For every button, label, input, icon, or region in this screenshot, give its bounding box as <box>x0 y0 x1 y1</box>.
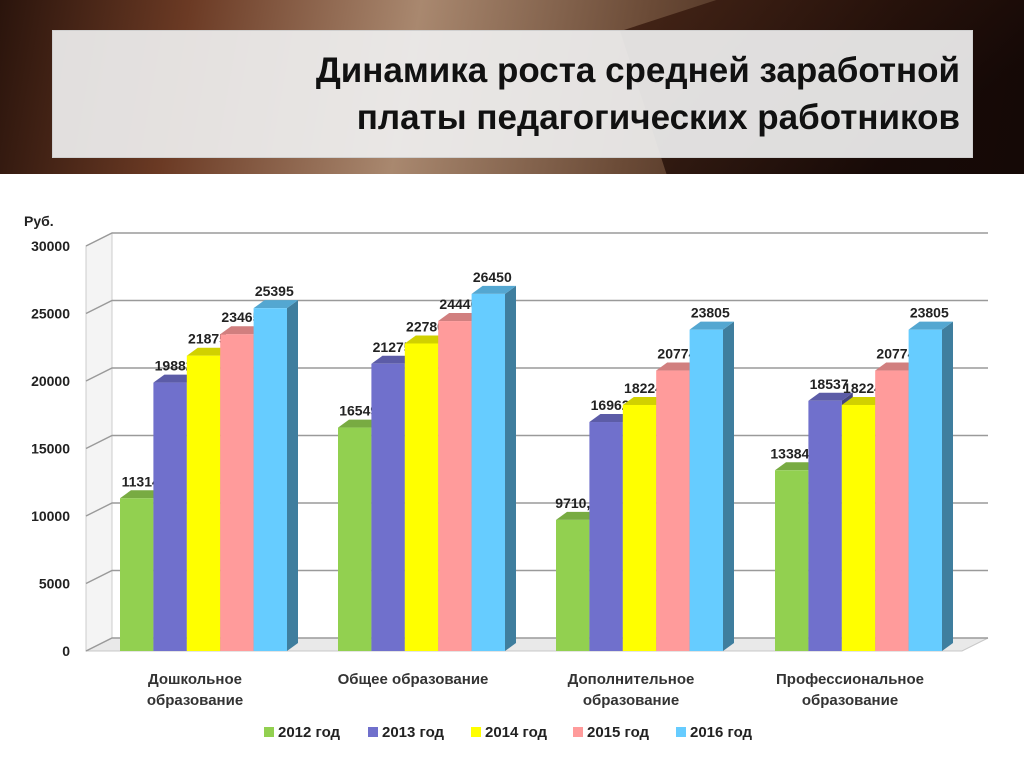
gridline <box>85 232 988 247</box>
bar-top <box>438 313 483 322</box>
category-label: Профессиональное <box>776 671 924 688</box>
y-tick-label: 25000 <box>31 306 70 322</box>
bar-value-label: 16962 <box>591 397 630 413</box>
bar-top <box>589 414 634 423</box>
bar-value-label: 19882 <box>155 358 194 374</box>
bar-value-label: 21875 <box>188 331 227 347</box>
y-tick-label: 10000 <box>31 508 70 524</box>
bar-top <box>153 374 198 383</box>
legend-label: 2015 год <box>587 724 650 741</box>
bar-value-label: 21275 <box>373 339 412 355</box>
bar-value-label: 22780 <box>406 318 445 334</box>
bar <box>120 498 154 651</box>
bar <box>589 422 623 651</box>
bar-top <box>841 396 887 405</box>
bar <box>841 404 876 651</box>
title-line-2: платы педагогических работников <box>356 98 960 137</box>
bar <box>220 334 254 651</box>
bar-top <box>471 285 516 294</box>
legend-swatch <box>676 727 686 737</box>
bar-value-label: 20774 <box>657 346 696 362</box>
legend-label: 2013 год <box>382 724 445 741</box>
bar-side <box>942 321 953 651</box>
bar-value-label: 23465 <box>221 309 260 325</box>
bar <box>689 329 723 651</box>
category-label: Общее образование <box>338 671 489 688</box>
bar-top <box>689 321 734 330</box>
header-banner: Динамика роста средней заработной платы … <box>0 0 1024 174</box>
bar <box>471 293 505 651</box>
bar-top <box>808 392 853 401</box>
bar-value-label: 18224 <box>624 380 663 396</box>
y-tick-label: 5000 <box>39 576 70 592</box>
bar-value-label: 18224 <box>843 380 882 396</box>
bar <box>808 400 842 651</box>
y-tick-label: 20000 <box>31 373 70 389</box>
bar <box>253 308 287 651</box>
bar-value-label: 26450 <box>473 269 512 285</box>
bar-value-label: 20774 <box>876 346 915 362</box>
bar-top <box>775 462 820 471</box>
bar-top <box>404 335 450 344</box>
legend-swatch <box>368 727 378 737</box>
legend-label: 2014 год <box>485 724 548 741</box>
y-tick-label: 0 <box>62 643 70 659</box>
bar-side <box>723 321 734 651</box>
bar <box>556 519 590 651</box>
bar-value-label: 25395 <box>255 283 294 299</box>
bar-top <box>120 490 165 499</box>
bar-top <box>338 419 383 428</box>
bar-top <box>253 300 298 309</box>
bar-top <box>622 396 668 405</box>
category-label: образование <box>147 692 243 709</box>
bar-top <box>656 362 701 371</box>
category-label: Дополнительное <box>568 671 695 688</box>
bar <box>153 382 187 651</box>
bar <box>438 321 472 651</box>
y-tick-label: 30000 <box>31 238 70 254</box>
bar-value-label: 16549 <box>339 403 378 419</box>
bar <box>775 470 809 651</box>
bar <box>875 370 909 651</box>
bar-top <box>875 362 920 371</box>
bar <box>656 370 690 651</box>
bar-top <box>556 511 601 520</box>
bar <box>404 343 439 651</box>
title-line-1: Динамика роста средней заработной <box>315 51 960 90</box>
bar-side <box>287 300 298 651</box>
salary-bar-chart: 0 5000 10000 15000 20000 25000 30000 Руб. 11314 1… <box>24 213 989 741</box>
legend-label: 2016 год <box>690 724 753 741</box>
bar-side <box>505 285 516 651</box>
bar <box>622 404 657 651</box>
bar-value-label: 18537 <box>810 376 849 392</box>
category-label: образование <box>802 692 898 709</box>
bar <box>338 427 372 651</box>
bar-value-label: 11314 <box>122 473 160 489</box>
bar-value-label: 23805 <box>910 305 949 321</box>
bar-top <box>908 321 953 330</box>
bar <box>908 329 942 651</box>
y-axis-label: Руб. <box>24 213 54 229</box>
bar-value-label: 24440 <box>439 296 478 312</box>
title-box: Динамика роста средней заработной платы … <box>52 30 973 158</box>
bar <box>371 363 405 651</box>
bar-value-label: 23805 <box>691 305 730 321</box>
bar-top <box>371 355 416 364</box>
y-tick-label: 15000 <box>31 441 70 457</box>
bar-top <box>220 326 265 335</box>
gridline <box>85 299 988 315</box>
bar-value-label: 9710,4 <box>555 495 598 511</box>
legend-swatch <box>264 727 274 737</box>
bar-top <box>186 347 232 356</box>
legend-swatch <box>471 727 481 737</box>
legend-label: 2012 год <box>278 724 341 741</box>
page-title: Динамика роста средней заработной платы … <box>316 47 960 141</box>
bar <box>186 355 221 651</box>
category-label: Дошкольное <box>148 671 242 688</box>
category-label: образование <box>583 692 679 709</box>
legend-swatch <box>573 727 583 737</box>
